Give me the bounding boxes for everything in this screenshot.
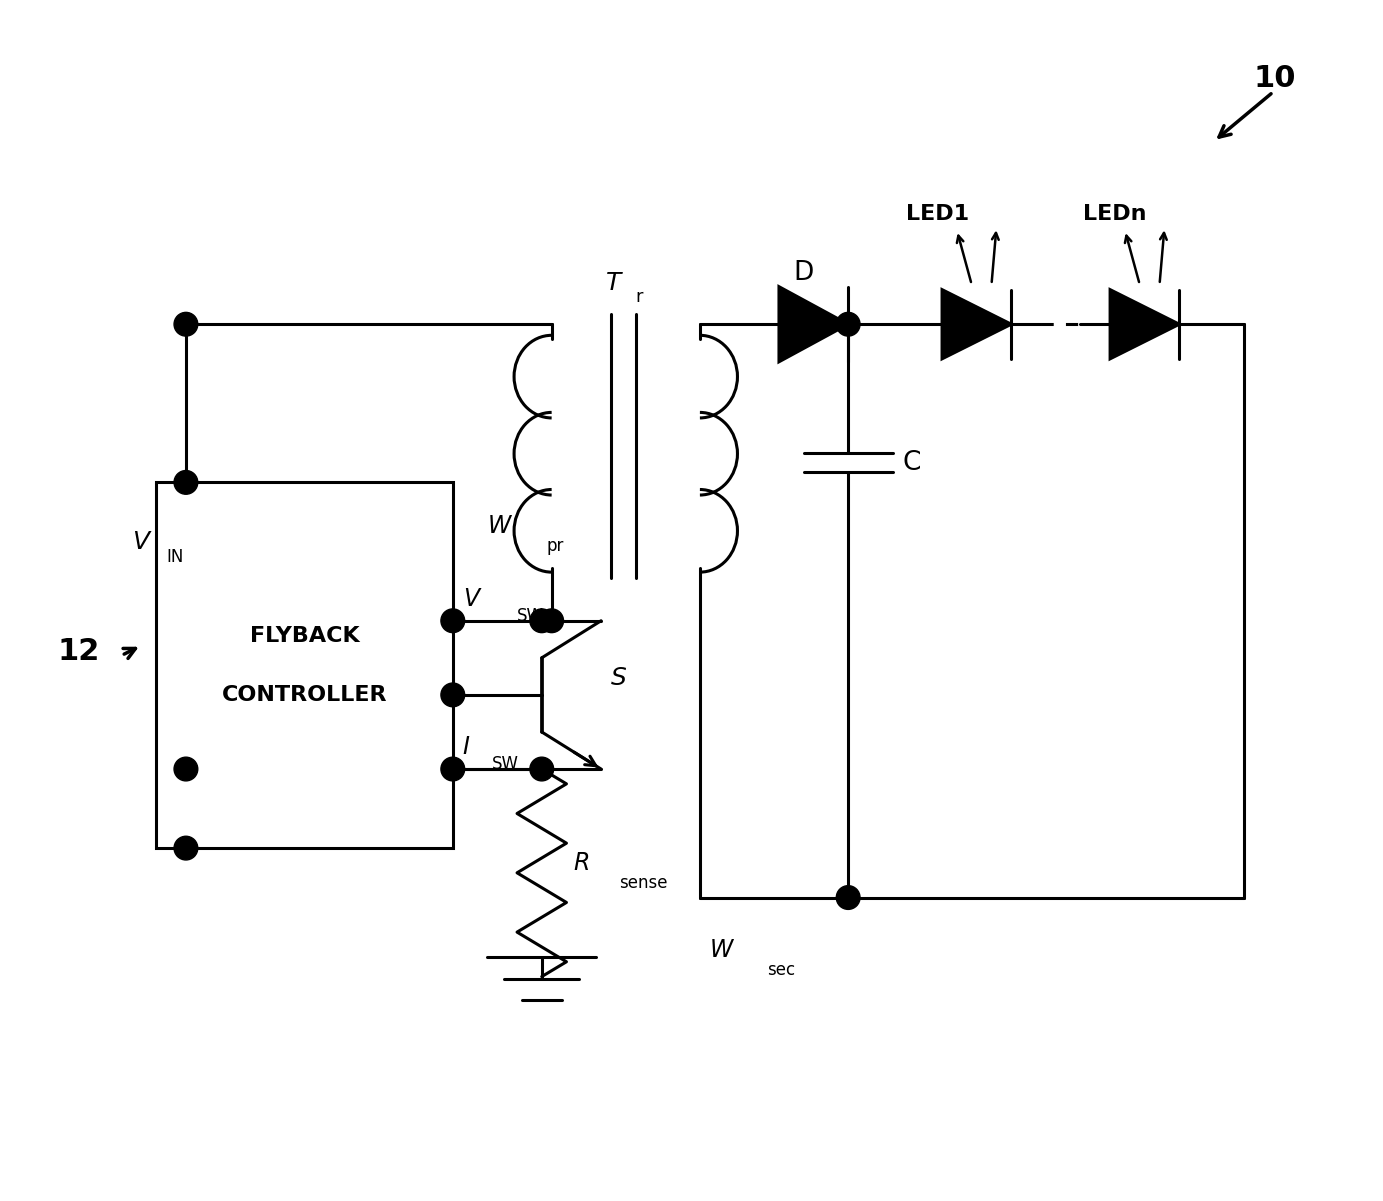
Polygon shape: [779, 287, 848, 362]
Circle shape: [441, 609, 465, 633]
Bar: [156, 483, 452, 848]
Text: D: D: [794, 259, 813, 286]
Text: FLYBACK: FLYBACK: [250, 626, 360, 646]
Text: R: R: [574, 852, 589, 876]
Text: r: r: [636, 288, 643, 306]
Circle shape: [530, 757, 553, 781]
Text: sense: sense: [618, 873, 668, 891]
Circle shape: [441, 757, 465, 781]
Text: IN: IN: [166, 548, 184, 566]
Circle shape: [837, 312, 860, 336]
Text: C: C: [903, 449, 921, 476]
Circle shape: [174, 836, 198, 860]
Polygon shape: [1111, 289, 1180, 359]
Text: V: V: [131, 530, 149, 554]
Text: pr: pr: [546, 537, 564, 555]
Text: SW: SW: [517, 607, 544, 625]
Text: CONTROLLER: CONTROLLER: [221, 685, 387, 705]
Circle shape: [174, 312, 198, 336]
Polygon shape: [942, 289, 1011, 359]
Text: T: T: [606, 270, 621, 294]
Text: 10: 10: [1253, 64, 1296, 92]
Circle shape: [837, 885, 860, 909]
Circle shape: [539, 609, 563, 633]
Text: sec: sec: [768, 961, 795, 979]
Circle shape: [530, 609, 553, 633]
Text: W: W: [709, 938, 733, 962]
Text: I: I: [463, 735, 470, 759]
Text: LEDn: LEDn: [1083, 204, 1147, 225]
Text: W: W: [487, 514, 510, 538]
Circle shape: [441, 683, 465, 706]
Circle shape: [174, 471, 198, 495]
Text: S: S: [611, 667, 626, 691]
Text: V: V: [463, 587, 479, 611]
Text: 12: 12: [58, 638, 100, 667]
Circle shape: [174, 757, 198, 781]
Text: SW: SW: [492, 755, 520, 773]
Text: LED1: LED1: [906, 204, 968, 225]
